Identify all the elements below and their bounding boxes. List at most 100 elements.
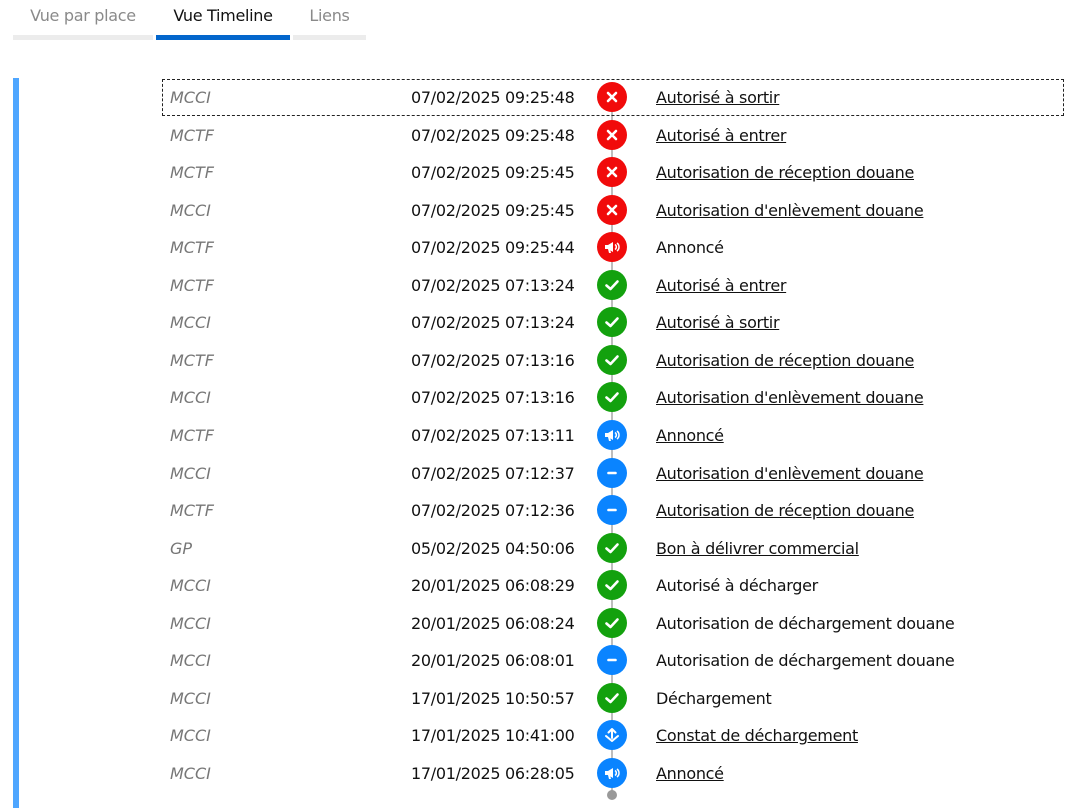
event-source: MCTF [170, 163, 214, 183]
event-date: 07/02/2025 07:12:37 [411, 463, 575, 483]
event-date: 07/02/2025 07:13:16 [411, 350, 575, 370]
tab-vue-par-place[interactable]: Vue par place [13, 0, 153, 40]
timeline-row: MCCI 20/01/2025 06:08:29 Autorisé à déchar… [163, 568, 1063, 603]
minus-icon [597, 645, 627, 676]
event-date: 07/02/2025 09:25:45 [411, 163, 575, 183]
timeline-row: MCTF 07/02/2025 07:13:16 Autorisation de r… [163, 343, 1063, 378]
event-source: MCCI [170, 688, 211, 708]
timeline-row: MCTF 07/02/2025 09:25:45 Autorisation de r… [163, 155, 1063, 190]
tab-bar: Vue par place Vue Timeline Liens [13, 0, 369, 40]
timeline-row: MCCI 17/01/2025 10:50:57 Déchargement [163, 681, 1063, 716]
event-source: MCTF [170, 125, 214, 145]
timeline-row: MCCI 17/01/2025 10:41:00 Constat de déchar… [163, 718, 1063, 753]
event-source: MCCI [170, 651, 211, 671]
event-source: MCCI [170, 763, 211, 783]
timeline-row: GP 05/02/2025 04:50:06 Bon à délivrer comm… [163, 531, 1063, 566]
check-icon [597, 607, 627, 638]
event-link[interactable]: Bon à délivrer commercial [656, 538, 859, 558]
event-label: Annoncé [656, 238, 724, 258]
event-source: MCTF [170, 350, 214, 370]
timeline-row: MCTF 07/02/2025 09:25:48 Autorisé à entrer [163, 118, 1063, 153]
event-source: MCCI [170, 388, 211, 408]
event-link[interactable]: Constat de déchargement [656, 726, 858, 746]
event-link[interactable]: Autorisation d'enlèvement douane [656, 463, 924, 483]
event-date: 17/01/2025 10:50:57 [411, 688, 575, 708]
event-link[interactable]: Autorisation d'enlèvement douane [656, 388, 924, 408]
event-date: 07/02/2025 07:13:11 [411, 425, 575, 445]
close-icon [597, 82, 627, 112]
check-icon [597, 269, 627, 300]
minus-icon [597, 495, 627, 526]
timeline-row: MCTF 07/02/2025 07:12:36 Autorisation de r… [163, 493, 1063, 528]
event-date: 20/01/2025 06:08:24 [411, 613, 575, 633]
event-source: MCCI [170, 313, 211, 333]
timeline-row: MCTF 07/02/2025 07:13:24 Autorisé à entrer [163, 268, 1063, 303]
event-date: 07/02/2025 07:13:16 [411, 388, 575, 408]
event-date: 07/02/2025 07:12:36 [411, 501, 575, 521]
event-date: 07/02/2025 09:25:45 [411, 200, 575, 220]
event-link[interactable]: Annoncé [656, 763, 724, 783]
event-link[interactable]: Annoncé [656, 425, 724, 445]
close-icon [597, 194, 627, 225]
event-source: MCCI [170, 576, 211, 596]
event-link[interactable]: Autorisé à entrer [656, 275, 787, 295]
event-source: MCCI [170, 200, 211, 220]
timeline-row: MCCI 20/01/2025 06:08:01 Autorisation de d… [163, 643, 1063, 678]
megaphone-icon [597, 232, 627, 263]
event-date: 07/02/2025 09:25:44 [411, 238, 575, 258]
check-icon [597, 382, 627, 413]
check-icon [597, 344, 627, 375]
timeline-accent-bar [13, 78, 19, 808]
event-date: 20/01/2025 06:08:29 [411, 576, 575, 596]
timeline-row: MCCI 07/02/2025 07:13:24 Autorisé à sortir [163, 305, 1063, 340]
event-source: MCTF [170, 238, 214, 258]
event-date: 17/01/2025 06:28:05 [411, 763, 575, 783]
event-date: 07/02/2025 09:25:48 [411, 88, 575, 107]
event-source: MCCI [170, 613, 211, 633]
event-date: 07/02/2025 07:13:24 [411, 313, 575, 333]
timeline-row: MCCI 07/02/2025 09:25:48 Autorisé à sortir [162, 79, 1064, 116]
timeline-row: MCCI 20/01/2025 06:08:24 Autorisation de d… [163, 606, 1063, 641]
event-date: 17/01/2025 10:41:00 [411, 726, 575, 746]
event-link[interactable]: Autorisation d'enlèvement douane [656, 200, 924, 220]
event-source: MCCI [170, 463, 211, 483]
event-date: 05/02/2025 04:50:06 [411, 538, 575, 558]
minus-icon [597, 457, 627, 488]
timeline-row: MCCI 07/02/2025 07:12:37 Autorisation d'en… [163, 456, 1063, 491]
timeline-row: MCCI 07/02/2025 07:13:16 Autorisation d'en… [163, 380, 1063, 415]
event-label: Déchargement [656, 688, 772, 708]
event-label: Autorisé à décharger [656, 576, 818, 596]
megaphone-icon [597, 419, 627, 450]
event-link[interactable]: Autorisation de réception douane [656, 350, 915, 370]
check-icon [597, 532, 627, 563]
check-icon [597, 570, 627, 601]
tab-liens[interactable]: Liens [293, 0, 366, 40]
close-icon [597, 119, 627, 150]
event-source: MCTF [170, 275, 214, 295]
event-link[interactable]: Autorisé à entrer [656, 125, 787, 145]
event-date: 20/01/2025 06:08:01 [411, 651, 575, 671]
event-date: 07/02/2025 09:25:48 [411, 125, 575, 145]
event-source: GP [170, 538, 193, 558]
event-label: Autorisation de déchargement douane [656, 651, 955, 671]
timeline-row: MCCI 17/01/2025 06:28:05 Annoncé [163, 756, 1063, 791]
timeline-row: MCTF 07/02/2025 07:13:11 Annoncé [163, 418, 1063, 453]
timeline-end-dot [607, 790, 617, 800]
event-link[interactable]: Autorisé à sortir [656, 313, 780, 333]
event-source: MCTF [170, 425, 214, 445]
event-source: MCCI [170, 88, 211, 107]
timeline-row: MCTF 07/02/2025 09:25:44 Annoncé [163, 230, 1063, 265]
event-link[interactable]: Autorisation de réception douane [656, 163, 915, 183]
event-link[interactable]: Autorisé à sortir [656, 88, 780, 107]
check-icon [597, 307, 627, 338]
check-icon [597, 682, 627, 713]
megaphone-icon [597, 757, 627, 788]
unload-icon [597, 720, 627, 751]
event-label: Autorisation de déchargement douane [656, 613, 955, 633]
event-date: 07/02/2025 07:13:24 [411, 275, 575, 295]
close-icon [597, 157, 627, 188]
event-source: MCCI [170, 726, 211, 746]
event-source: MCTF [170, 501, 214, 521]
event-link[interactable]: Autorisation de réception douane [656, 501, 915, 521]
tab-vue-timeline[interactable]: Vue Timeline [156, 0, 290, 40]
